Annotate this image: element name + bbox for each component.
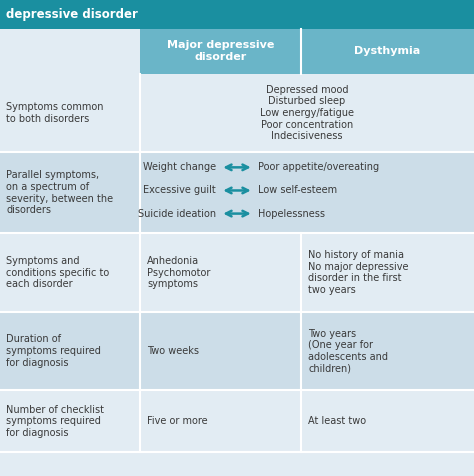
Text: Duration of
symptoms required
for diagnosis: Duration of symptoms required for diagno… [6,335,101,367]
Text: Two years
(One year for
adolescents and
children): Two years (One year for adolescents and … [308,328,388,374]
Text: No history of mania
No major depressive
disorder in the first
two years: No history of mania No major depressive … [308,250,409,295]
Bar [140,152,474,233]
Text: Weight change: Weight change [143,162,216,172]
Text: Depressed mood
Disturbed sleep
Low energy/fatigue
Poor concentration
Indecisiven: Depressed mood Disturbed sleep Low energ… [260,85,354,141]
Text: Suicide ideation: Suicide ideation [137,208,216,218]
Bar [0,233,140,312]
Text: Dysthymia: Dysthymia [355,46,420,56]
Bar [140,74,474,152]
Bar [0,0,474,29]
Text: Hopelessness: Hopelessness [258,208,325,218]
Bar [301,233,474,312]
Text: depressive disorder: depressive disorder [6,8,137,21]
Text: At least two: At least two [308,416,366,426]
Bar [140,233,301,312]
Bar [301,29,474,74]
Text: Two weeks: Two weeks [147,346,199,356]
Bar [140,29,301,74]
Text: Low self-esteem: Low self-esteem [258,186,337,196]
Text: Number of checklist
symptoms required
for diagnosis: Number of checklist symptoms required fo… [6,405,104,438]
Bar [0,312,140,390]
Text: Major depressive
disorder: Major depressive disorder [167,40,274,62]
Bar [301,312,474,390]
Bar [140,390,301,452]
Text: Poor appetite/overeating: Poor appetite/overeating [258,162,380,172]
Bar [0,74,140,152]
Text: Symptoms and
conditions specific to
each disorder: Symptoms and conditions specific to each… [6,256,109,289]
Text: Excessive guilt: Excessive guilt [143,186,216,196]
Bar [0,29,140,74]
Text: Anhedonia
Psychomotor
symptoms: Anhedonia Psychomotor symptoms [147,256,210,289]
Bar [140,312,301,390]
Text: Five or more: Five or more [147,416,208,426]
Bar [301,390,474,452]
Bar [0,152,140,233]
Bar [0,390,140,452]
Text: Parallel symptoms,
on a spectrum of
severity, between the
disorders: Parallel symptoms, on a spectrum of seve… [6,170,113,215]
Text: Symptoms common
to both disorders: Symptoms common to both disorders [6,102,104,124]
